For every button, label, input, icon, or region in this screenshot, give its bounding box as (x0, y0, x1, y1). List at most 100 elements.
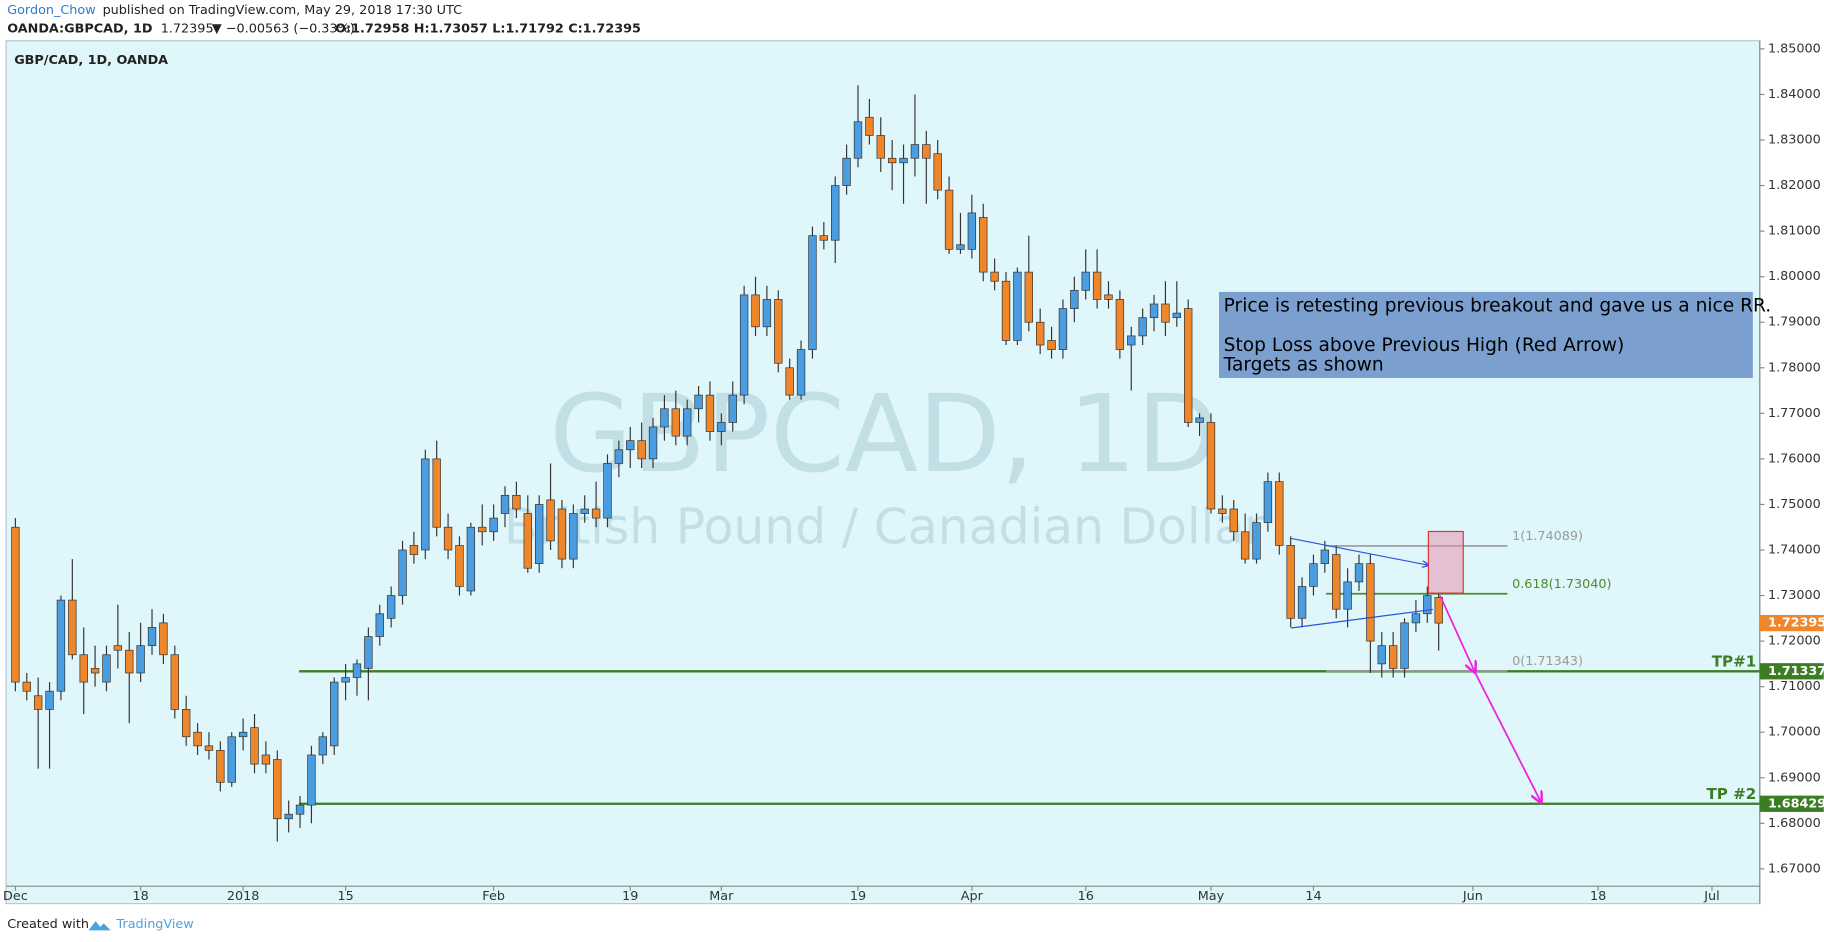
plot-bg (5, 40, 1761, 905)
y-tick-label: 1.73000 (1768, 588, 1821, 603)
y-tick-label: 1.80000 (1768, 269, 1821, 284)
candle-body (1434, 597, 1443, 624)
annotation-line: Targets as shown (1223, 355, 1384, 376)
x-tick-label: 2018 (227, 889, 260, 904)
candle-body (22, 681, 31, 692)
candle-body (1081, 271, 1090, 291)
candle-body (432, 458, 441, 528)
candle-body (887, 157, 897, 164)
y-tick-label: 1.68000 (1768, 816, 1821, 831)
annotation-line: Price is retesting previous breakout and… (1224, 295, 1772, 316)
candle-body (762, 299, 772, 328)
y-tick-label: 1.70000 (1768, 725, 1821, 740)
x-tick-label: 16 (1078, 889, 1094, 904)
candle-body (1138, 317, 1147, 337)
last-price-box (1759, 614, 1824, 632)
candle-body (318, 736, 328, 756)
annotation-line: Stop Loss above Previous High (Red Arrow… (1224, 335, 1625, 356)
candle-body (1366, 563, 1375, 642)
candle-body (364, 636, 373, 669)
candle-body (455, 545, 464, 587)
symbol: OANDA:GBPCAD, 1D (7, 22, 152, 37)
tp-name: TP#1 (1712, 652, 1757, 670)
candle-body (284, 813, 293, 820)
candle-body (876, 135, 885, 159)
candle-body (1218, 508, 1227, 514)
candle-body (1024, 271, 1033, 323)
candle-body (159, 622, 168, 656)
candle-body (1286, 545, 1295, 619)
tp-price-box (1759, 795, 1824, 812)
candle-body (1047, 340, 1056, 350)
candle-body (512, 494, 521, 510)
candle-body (626, 440, 635, 451)
candle-body (1058, 308, 1068, 350)
annotation-box (1219, 291, 1753, 378)
y-tick-label: 1.72000 (1768, 634, 1821, 649)
stop-box (1427, 530, 1464, 594)
candle-body (865, 116, 874, 136)
candle-body (500, 494, 510, 514)
arrow-1 (1439, 595, 1475, 672)
candle-body (683, 408, 692, 437)
candle-body (853, 121, 863, 159)
candle-body (785, 367, 794, 396)
tp-name: TP #2 (1706, 785, 1756, 803)
y-tick-label: 1.82000 (1768, 178, 1821, 193)
fib-label: 0.618(1.73040) (1512, 577, 1611, 592)
candle-body (1297, 586, 1307, 619)
watermark-subtitle: British Pound / Canadian Dollar (504, 498, 1265, 555)
y-tick-label: 1.81000 (1768, 224, 1821, 239)
candle-body (136, 645, 145, 674)
y-tick-label: 1.76000 (1768, 451, 1821, 466)
x-tick-label: 18 (133, 889, 149, 904)
y-tick-label: 1.78000 (1768, 360, 1821, 375)
candle-body (1206, 422, 1216, 510)
candle-body (751, 294, 760, 328)
candle-body (808, 235, 817, 350)
candle-body (660, 408, 669, 428)
ohlc: O:1.72958 H:1.73057 L:1.71792 C:1.72395 (335, 22, 641, 37)
candle-body (637, 440, 646, 460)
y-tick-label: 1.77000 (1768, 406, 1821, 421)
candle-body (1229, 508, 1238, 533)
candle-body (147, 627, 157, 647)
candle-body (1377, 645, 1386, 665)
candle-body (33, 695, 43, 710)
y-tick-label: 1.74000 (1768, 542, 1821, 557)
candle-body (1400, 622, 1409, 669)
candle-body (933, 153, 942, 191)
tp-price: 1.68429 (1768, 796, 1824, 811)
last: 1.72395 (161, 22, 214, 37)
candle-body (56, 599, 66, 692)
candle-body (45, 690, 54, 710)
candle-body (1070, 289, 1079, 309)
candle-body (238, 731, 248, 738)
candle-body (181, 709, 191, 738)
candle-body (1252, 522, 1261, 560)
y-tick-label: 1.67000 (1768, 861, 1821, 876)
fib-label: 1(1.74089) (1512, 529, 1583, 544)
triangle-top (1291, 537, 1428, 565)
x-tick-label: Jul (1703, 889, 1719, 904)
last-price: 1.72395 (1768, 616, 1824, 631)
x-tick-label: 18 (1590, 889, 1606, 904)
candle-body (193, 731, 202, 747)
triangle-bottom (1291, 608, 1434, 629)
y-tick-label: 1.79000 (1768, 315, 1821, 330)
candle-body (68, 599, 77, 656)
candle-body (216, 750, 225, 783)
footer-brand: TradingView (116, 917, 194, 932)
x-tick-label: Dec (3, 889, 28, 904)
tp-price-box (1759, 663, 1824, 680)
candle-body (421, 458, 430, 551)
candle-body (1309, 563, 1318, 587)
candle-body (603, 463, 612, 519)
candle-body (478, 526, 487, 533)
candle-body (694, 394, 703, 410)
candle-body (1240, 531, 1250, 560)
y-tick-label: 1.75000 (1768, 497, 1821, 512)
candle-body (1263, 481, 1273, 524)
candle-body (443, 526, 453, 551)
candle-body (990, 271, 999, 282)
